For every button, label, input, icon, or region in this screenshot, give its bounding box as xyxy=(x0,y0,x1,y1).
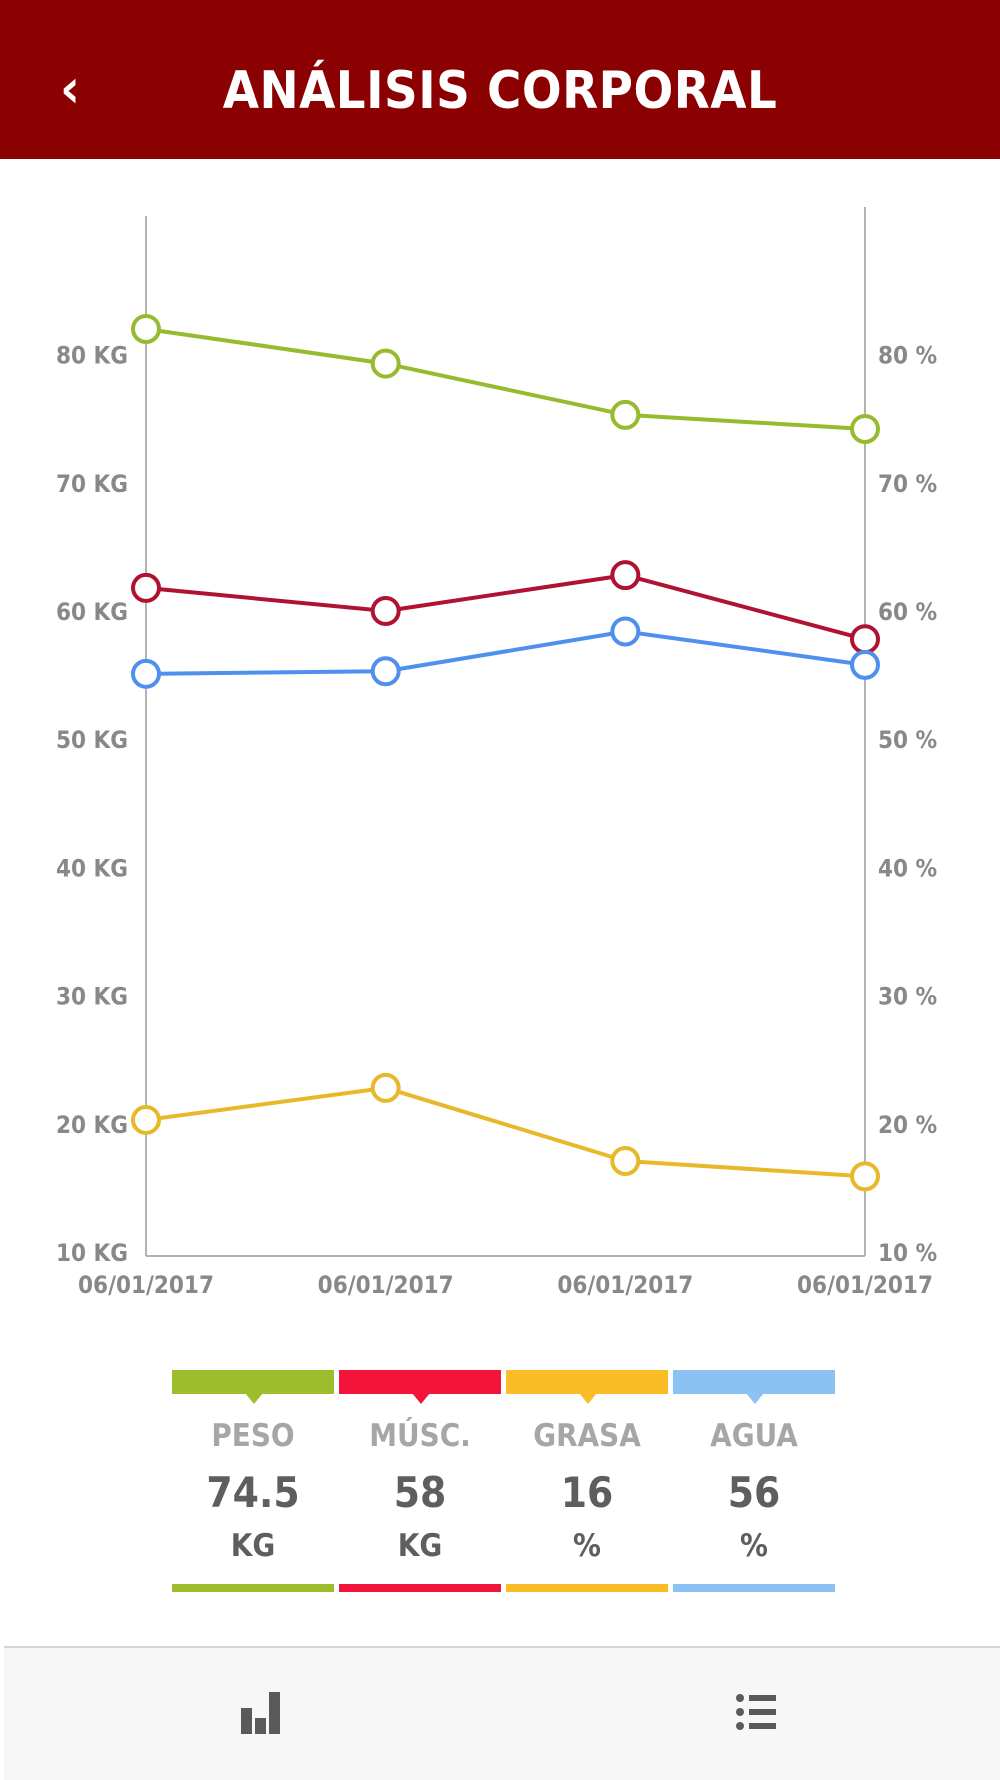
data-point xyxy=(850,649,880,680)
data-point xyxy=(370,656,401,687)
legend-underline xyxy=(339,1584,501,1592)
series-line xyxy=(145,326,866,431)
legend-value: 58 xyxy=(393,1468,447,1517)
app-header: ‹ ANÁLISIS CORPORAL xyxy=(0,0,1000,159)
body-analysis-chart: 10 KG 20 KG 30 KG 40 KG 50 KG 60 KG 70 KG 80 KG… xyxy=(56,207,937,1299)
back-button[interactable]: ‹ xyxy=(40,50,100,130)
y-right-tick-label: 50 % xyxy=(878,726,937,754)
legend-pointer xyxy=(746,1393,764,1404)
x-tick-label: 06/01/2017 xyxy=(318,1271,454,1299)
list-view-button[interactable] xyxy=(716,1678,796,1748)
legend-unit: % xyxy=(740,1528,768,1564)
y-left-tick-label: 20 KG xyxy=(56,1111,128,1139)
page-title: ANÁLISIS CORPORAL xyxy=(222,61,778,121)
data-point xyxy=(610,560,641,591)
y-right-tick-label: 30 % xyxy=(878,983,937,1011)
bottom-nav xyxy=(4,1646,1000,1780)
y-left-tick-label: 40 KG xyxy=(56,854,128,882)
legend-color-bar xyxy=(172,1370,334,1394)
legend-underline xyxy=(673,1584,835,1592)
y-left-tick-label: 10 KG xyxy=(56,1239,128,1267)
data-point xyxy=(131,658,161,689)
y-left-tick-label: 60 KG xyxy=(56,598,128,626)
legend-unit: KG xyxy=(230,1528,276,1564)
list-icon xyxy=(736,1694,776,1730)
chevron-left-icon: ‹ xyxy=(59,57,80,120)
data-point xyxy=(610,1145,641,1176)
legend-color-bar xyxy=(506,1370,668,1394)
y-right-tick-label: 80 % xyxy=(878,342,937,370)
legend-label: GRASA xyxy=(533,1418,641,1454)
legend-color-bar xyxy=(673,1370,835,1394)
bar-chart-icon xyxy=(241,1692,280,1734)
legend-item-grasa[interactable]: GRASA 16 % xyxy=(506,1370,668,1594)
legend-item-musc[interactable]: MÚSC. 58 KG xyxy=(339,1370,501,1594)
data-point xyxy=(850,413,880,444)
legend-item-peso[interactable]: PESO 74.5 KG xyxy=(172,1370,334,1594)
chart-view-button[interactable] xyxy=(218,1678,298,1748)
y-right-tick-label: 60 % xyxy=(878,598,937,626)
legend-value: 16 xyxy=(560,1468,614,1517)
y-right-tick-label: 10 % xyxy=(878,1239,937,1267)
y-left-tick-label: 70 KG xyxy=(56,470,128,498)
data-point xyxy=(131,1104,161,1135)
legend-unit: % xyxy=(573,1528,601,1564)
data-point xyxy=(370,348,401,379)
data-point xyxy=(850,624,880,655)
y-right-tick-label: 40 % xyxy=(878,854,937,882)
data-point xyxy=(370,1072,401,1103)
legend-label: PESO xyxy=(211,1418,295,1454)
y-left-tick-label: 50 KG xyxy=(56,726,128,754)
data-point xyxy=(610,616,641,647)
legend-label: AGUA xyxy=(710,1418,798,1454)
legend-label: MÚSC. xyxy=(369,1418,471,1454)
metrics-legend: PESO 74.5 KG MÚSC. 58 KG GRASA 16 % AGUA… xyxy=(172,1370,835,1594)
legend-unit: KG xyxy=(397,1528,443,1564)
legend-underline xyxy=(172,1584,334,1592)
y-right-tick-label: 70 % xyxy=(878,470,937,498)
data-point xyxy=(850,1161,880,1192)
y-left-tick-label: 30 KG xyxy=(56,983,128,1011)
y-left-tick-label: 80 KG xyxy=(56,342,128,370)
legend-pointer xyxy=(245,1393,263,1404)
legend-pointer xyxy=(579,1393,597,1404)
x-tick-label: 06/01/2017 xyxy=(557,1271,693,1299)
legend-pointer xyxy=(412,1393,430,1404)
data-point xyxy=(131,572,161,603)
x-tick-label: 06/01/2017 xyxy=(797,1271,933,1299)
x-tick-label: 06/01/2017 xyxy=(78,1271,214,1299)
legend-value: 74.5 xyxy=(206,1468,300,1517)
data-point xyxy=(370,596,401,626)
legend-value: 56 xyxy=(727,1468,781,1517)
legend-underline xyxy=(506,1584,668,1592)
series-line xyxy=(145,573,866,642)
y-right-tick-label: 20 % xyxy=(878,1111,937,1139)
series-line xyxy=(145,629,866,676)
data-point xyxy=(131,313,161,344)
legend-color-bar xyxy=(339,1370,501,1394)
series-line xyxy=(145,1085,866,1179)
legend-item-agua[interactable]: AGUA 56 % xyxy=(673,1370,835,1594)
data-point xyxy=(610,399,641,430)
